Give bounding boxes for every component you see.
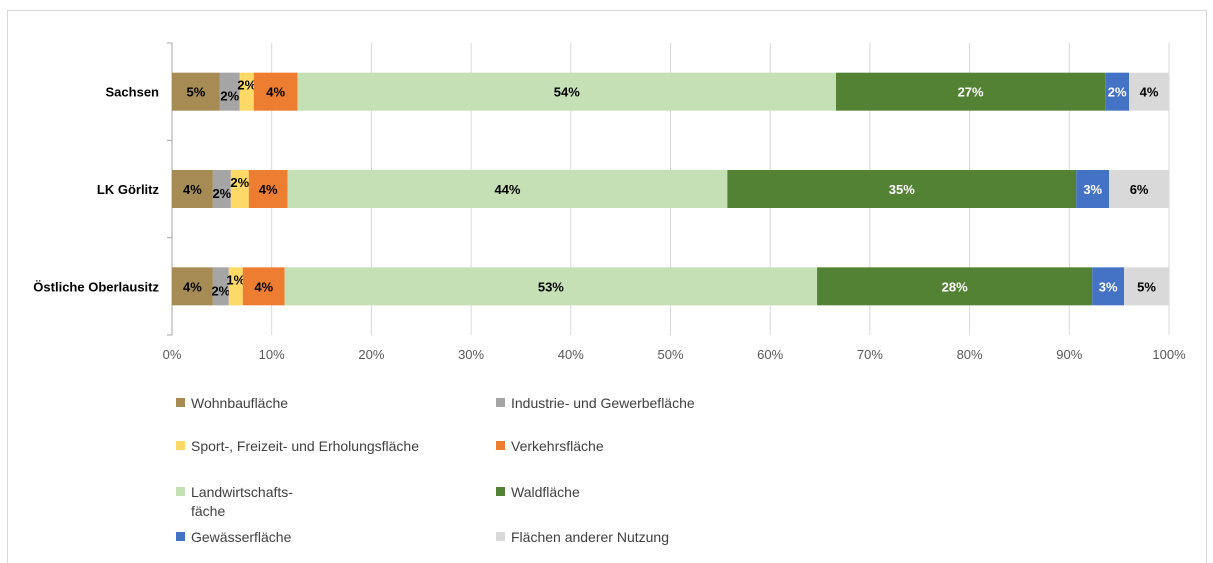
- bar-segment: [228, 267, 243, 306]
- data-label: 54%: [554, 85, 580, 100]
- data-label: 2%: [230, 175, 249, 190]
- data-label: 28%: [942, 279, 968, 294]
- legend-label: Verkehrsfläche: [511, 438, 604, 454]
- legend-swatch: [176, 532, 185, 541]
- data-label: 5%: [1137, 279, 1156, 294]
- data-label: 5%: [187, 85, 206, 100]
- legend-swatch: [496, 532, 505, 541]
- data-label: 4%: [259, 182, 278, 197]
- bar-segment: [230, 170, 249, 208]
- data-label: 4%: [254, 279, 273, 294]
- data-label: 2%: [1108, 85, 1127, 100]
- bar-segment: [297, 72, 837, 111]
- data-label: 6%: [1130, 182, 1149, 197]
- data-label: 35%: [889, 182, 915, 197]
- legend-swatch: [496, 487, 505, 496]
- x-tick-label: 60%: [757, 347, 783, 362]
- data-label: 44%: [494, 182, 520, 197]
- bar-segment: [836, 72, 1106, 111]
- x-tick-label: 80%: [957, 347, 983, 362]
- x-tick-label: 50%: [657, 347, 683, 362]
- legend-label: Gewässerfläche: [191, 529, 292, 545]
- x-tick-label: 40%: [558, 347, 584, 362]
- bar-segment: [248, 170, 288, 208]
- bar-segment: [1129, 72, 1169, 111]
- category-label: LK Görlitz: [97, 182, 160, 197]
- bar-segment: [287, 170, 728, 208]
- bar-segment: [817, 267, 1093, 306]
- bar-segment: [727, 170, 1077, 208]
- legend-item: Verkehrsfläche: [496, 437, 604, 456]
- legend-label: Sport-, Freizeit- und Erholungsfläche: [191, 438, 419, 454]
- legend-item: Landwirtschafts- fäche: [176, 483, 293, 521]
- bar-segment: [172, 267, 213, 306]
- legend-item: Waldfläche: [496, 483, 580, 502]
- category-label: Östliche Oberlausitz: [33, 279, 159, 294]
- chart-frame: [7, 10, 1207, 563]
- x-tick-label: 20%: [358, 347, 384, 362]
- x-tick-label: 90%: [1056, 347, 1082, 362]
- category-label: Sachsen: [106, 85, 160, 100]
- bar-segment: [1109, 170, 1169, 208]
- bar-segment: [242, 267, 285, 306]
- legend-label: Wohnbaufläche: [191, 395, 289, 411]
- legend-swatch: [496, 441, 505, 450]
- data-label: 4%: [183, 182, 202, 197]
- data-label: 3%: [1099, 279, 1118, 294]
- legend-item: Flächen anderer Nutzung: [496, 528, 669, 547]
- bar-segment: [172, 72, 220, 111]
- bar-segment: [212, 267, 229, 306]
- legend-item: Sport-, Freizeit- und Erholungsfläche: [176, 437, 419, 456]
- bar-segment: [253, 72, 298, 111]
- data-label: 4%: [266, 85, 285, 100]
- data-label: 3%: [1083, 182, 1102, 197]
- data-label: 2%: [220, 89, 239, 104]
- data-label: 2%: [237, 78, 256, 93]
- data-label: 53%: [538, 279, 564, 294]
- bar-segment: [172, 170, 213, 208]
- data-label: 1%: [226, 272, 245, 287]
- bar-segment: [219, 72, 240, 111]
- x-tick-label: 10%: [259, 347, 285, 362]
- x-tick-label: 100%: [1152, 347, 1186, 362]
- legend-label: Flächen anderer Nutzung: [511, 529, 669, 545]
- legend-swatch: [176, 441, 185, 450]
- legend-label: Landwirtschafts- fäche: [191, 484, 293, 519]
- x-tick-label: 70%: [857, 347, 883, 362]
- legend-item: Wohnbaufläche: [176, 394, 288, 413]
- bar-segment: [212, 170, 231, 208]
- bar-segment: [1124, 267, 1169, 306]
- bar-segment: [239, 72, 254, 111]
- legend-label: Industrie- und Gewerbefläche: [511, 395, 695, 411]
- bar-segment: [1076, 170, 1110, 208]
- legend-swatch: [496, 398, 505, 407]
- data-label: 4%: [183, 279, 202, 294]
- x-tick-label: 30%: [458, 347, 484, 362]
- bar-segment: [284, 267, 818, 306]
- legend-swatch: [176, 398, 185, 407]
- legend-item: Gewässerfläche: [176, 528, 291, 547]
- bar-segment: [1092, 267, 1125, 306]
- legend-swatch: [176, 487, 185, 496]
- x-tick-label: 0%: [163, 347, 182, 362]
- legend-item: Industrie- und Gewerbefläche: [496, 394, 695, 413]
- legend-label: Waldfläche: [511, 484, 580, 500]
- data-label: 2%: [211, 283, 230, 298]
- data-label: 2%: [212, 186, 231, 201]
- data-label: 27%: [958, 85, 984, 100]
- bar-segment: [1105, 72, 1130, 111]
- data-label: 4%: [1140, 85, 1159, 100]
